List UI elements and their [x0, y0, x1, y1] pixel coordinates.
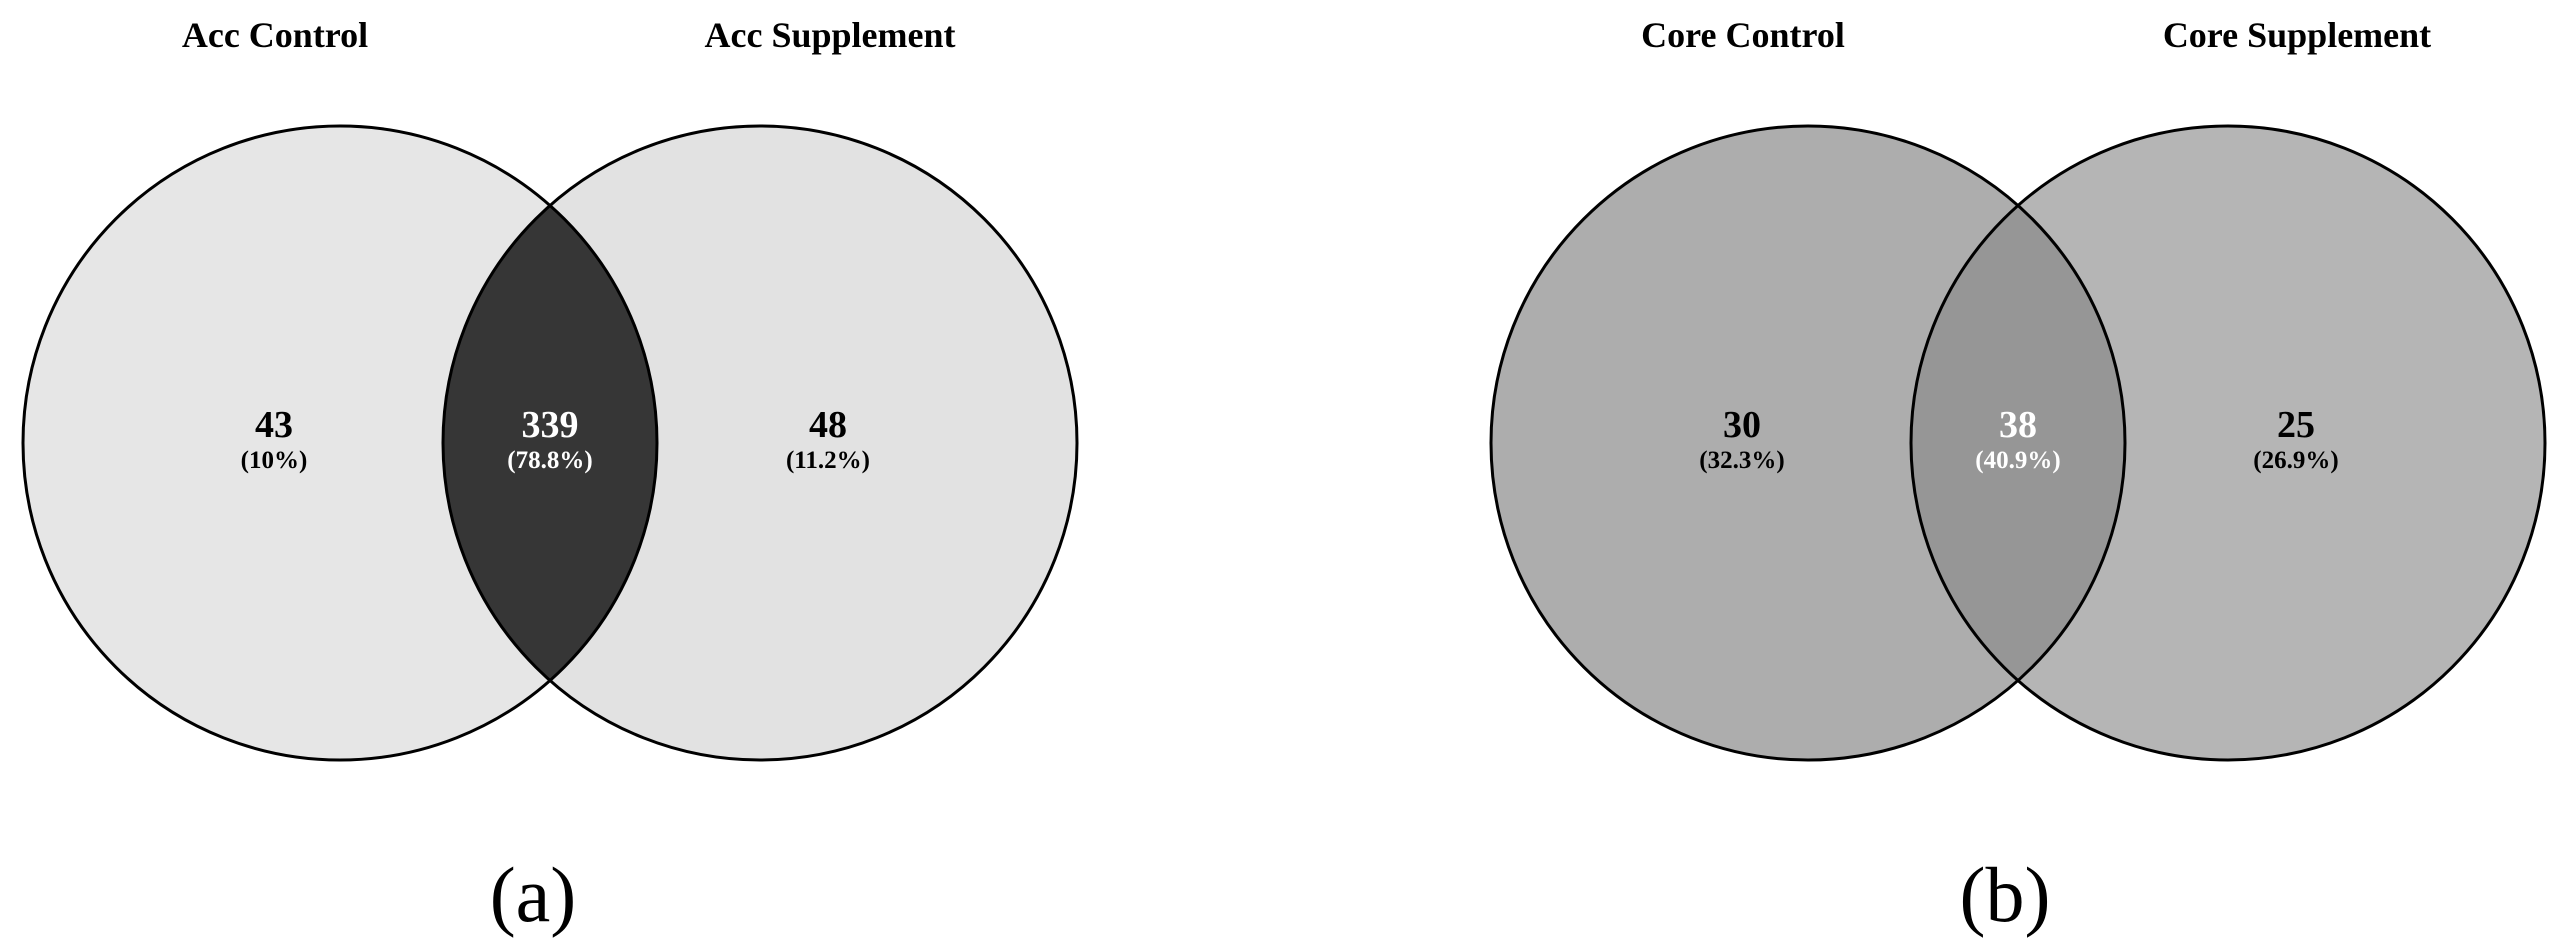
panel-label-b: (b) — [1960, 851, 2051, 938]
overlap-region-acc — [443, 126, 657, 760]
right-only-percent: (11.2%) — [786, 447, 870, 474]
right-only-count: 48 — [809, 404, 847, 446]
set-title-core-supplement: Core Supplement — [2163, 15, 2431, 55]
set-outline-acc-supplement — [441, 124, 1079, 762]
venn-panel-a: Acc Control Acc Supplement 43 (10%) 339 … — [21, 15, 1079, 938]
right-only-count: 25 — [2277, 404, 2315, 446]
left-only-count: 30 — [1723, 404, 1761, 446]
venn-panel-b: Core Control Core Supplement 30 (32.3%) … — [1489, 15, 2547, 938]
left-only-percent: (32.3%) — [1699, 447, 1784, 474]
set-outline-acc-control — [21, 124, 659, 762]
set-outline-core-control — [1489, 124, 2127, 762]
set-title-acc-control: Acc Control — [182, 15, 368, 55]
overlap-percent: (78.8%) — [507, 447, 592, 474]
set-title-acc-supplement: Acc Supplement — [705, 15, 956, 55]
set-title-core-control: Core Control — [1641, 15, 1845, 55]
set-outline-core-supplement — [1909, 124, 2547, 762]
left-only-count: 43 — [255, 404, 293, 446]
overlap-count: 38 — [1999, 404, 2037, 446]
overlap-region-core — [1911, 126, 2125, 760]
panel-label-a: (a) — [490, 851, 577, 938]
overlap-count: 339 — [522, 404, 579, 446]
left-only-percent: (10%) — [241, 447, 308, 474]
overlap-percent: (40.9%) — [1975, 447, 2060, 474]
right-only-percent: (26.9%) — [2253, 447, 2338, 474]
